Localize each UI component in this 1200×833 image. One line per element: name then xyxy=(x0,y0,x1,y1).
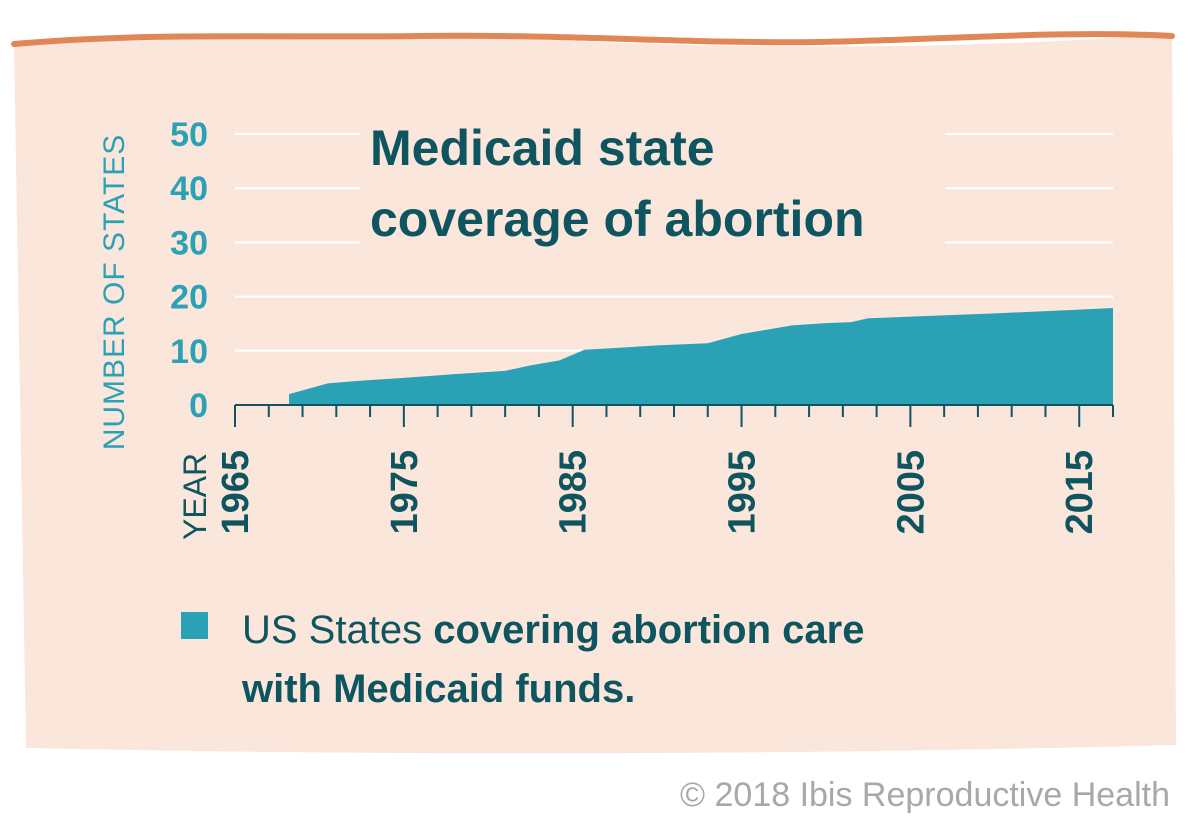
chart-title-line-2: coverage of abortion xyxy=(370,191,865,247)
y-tick-label-50: 50 xyxy=(170,116,208,154)
y-tick-label-20: 20 xyxy=(170,279,208,317)
legend-text-bold: covering abortion care xyxy=(433,608,864,652)
legend-swatch xyxy=(181,612,208,639)
y-tick-label-40: 40 xyxy=(170,170,208,208)
x-tick-label-1965: 1965 xyxy=(215,450,257,535)
y-tick-label-10: 10 xyxy=(170,333,208,371)
x-tick-label-2015: 2015 xyxy=(1059,450,1101,535)
legend-text-line-1: US States covering abortion care xyxy=(242,608,864,652)
coverage-area-series xyxy=(289,307,1113,405)
x-tick-label-1985: 1985 xyxy=(553,450,595,535)
legend-text-regular: US States xyxy=(242,608,433,652)
y-axis-label: NUMBER OF STATES xyxy=(98,134,131,451)
y-tick-label-0: 0 xyxy=(189,387,208,425)
top-border-line xyxy=(11,31,1175,47)
x-tick-label-2005: 2005 xyxy=(890,450,932,535)
x-tick-label-1975: 1975 xyxy=(384,450,426,535)
x-axis-minor-ticks xyxy=(234,405,1114,427)
y-tick-label-30: 30 xyxy=(170,224,208,262)
copyright-text: © 2018 Ibis Reproductive Health xyxy=(680,776,1170,814)
x-axis-label: YEAR xyxy=(177,453,213,540)
x-tick-label-1995: 1995 xyxy=(722,450,764,535)
chart-title-line-1: Medicaid state xyxy=(370,120,715,176)
x-axis-tick-labels: 1965 1975 1985 1995 2005 2015 xyxy=(215,450,1101,535)
legend-text-line-2: with Medicaid funds. xyxy=(241,667,635,711)
y-axis-tick-labels: 0 10 20 30 40 50 xyxy=(170,116,208,425)
